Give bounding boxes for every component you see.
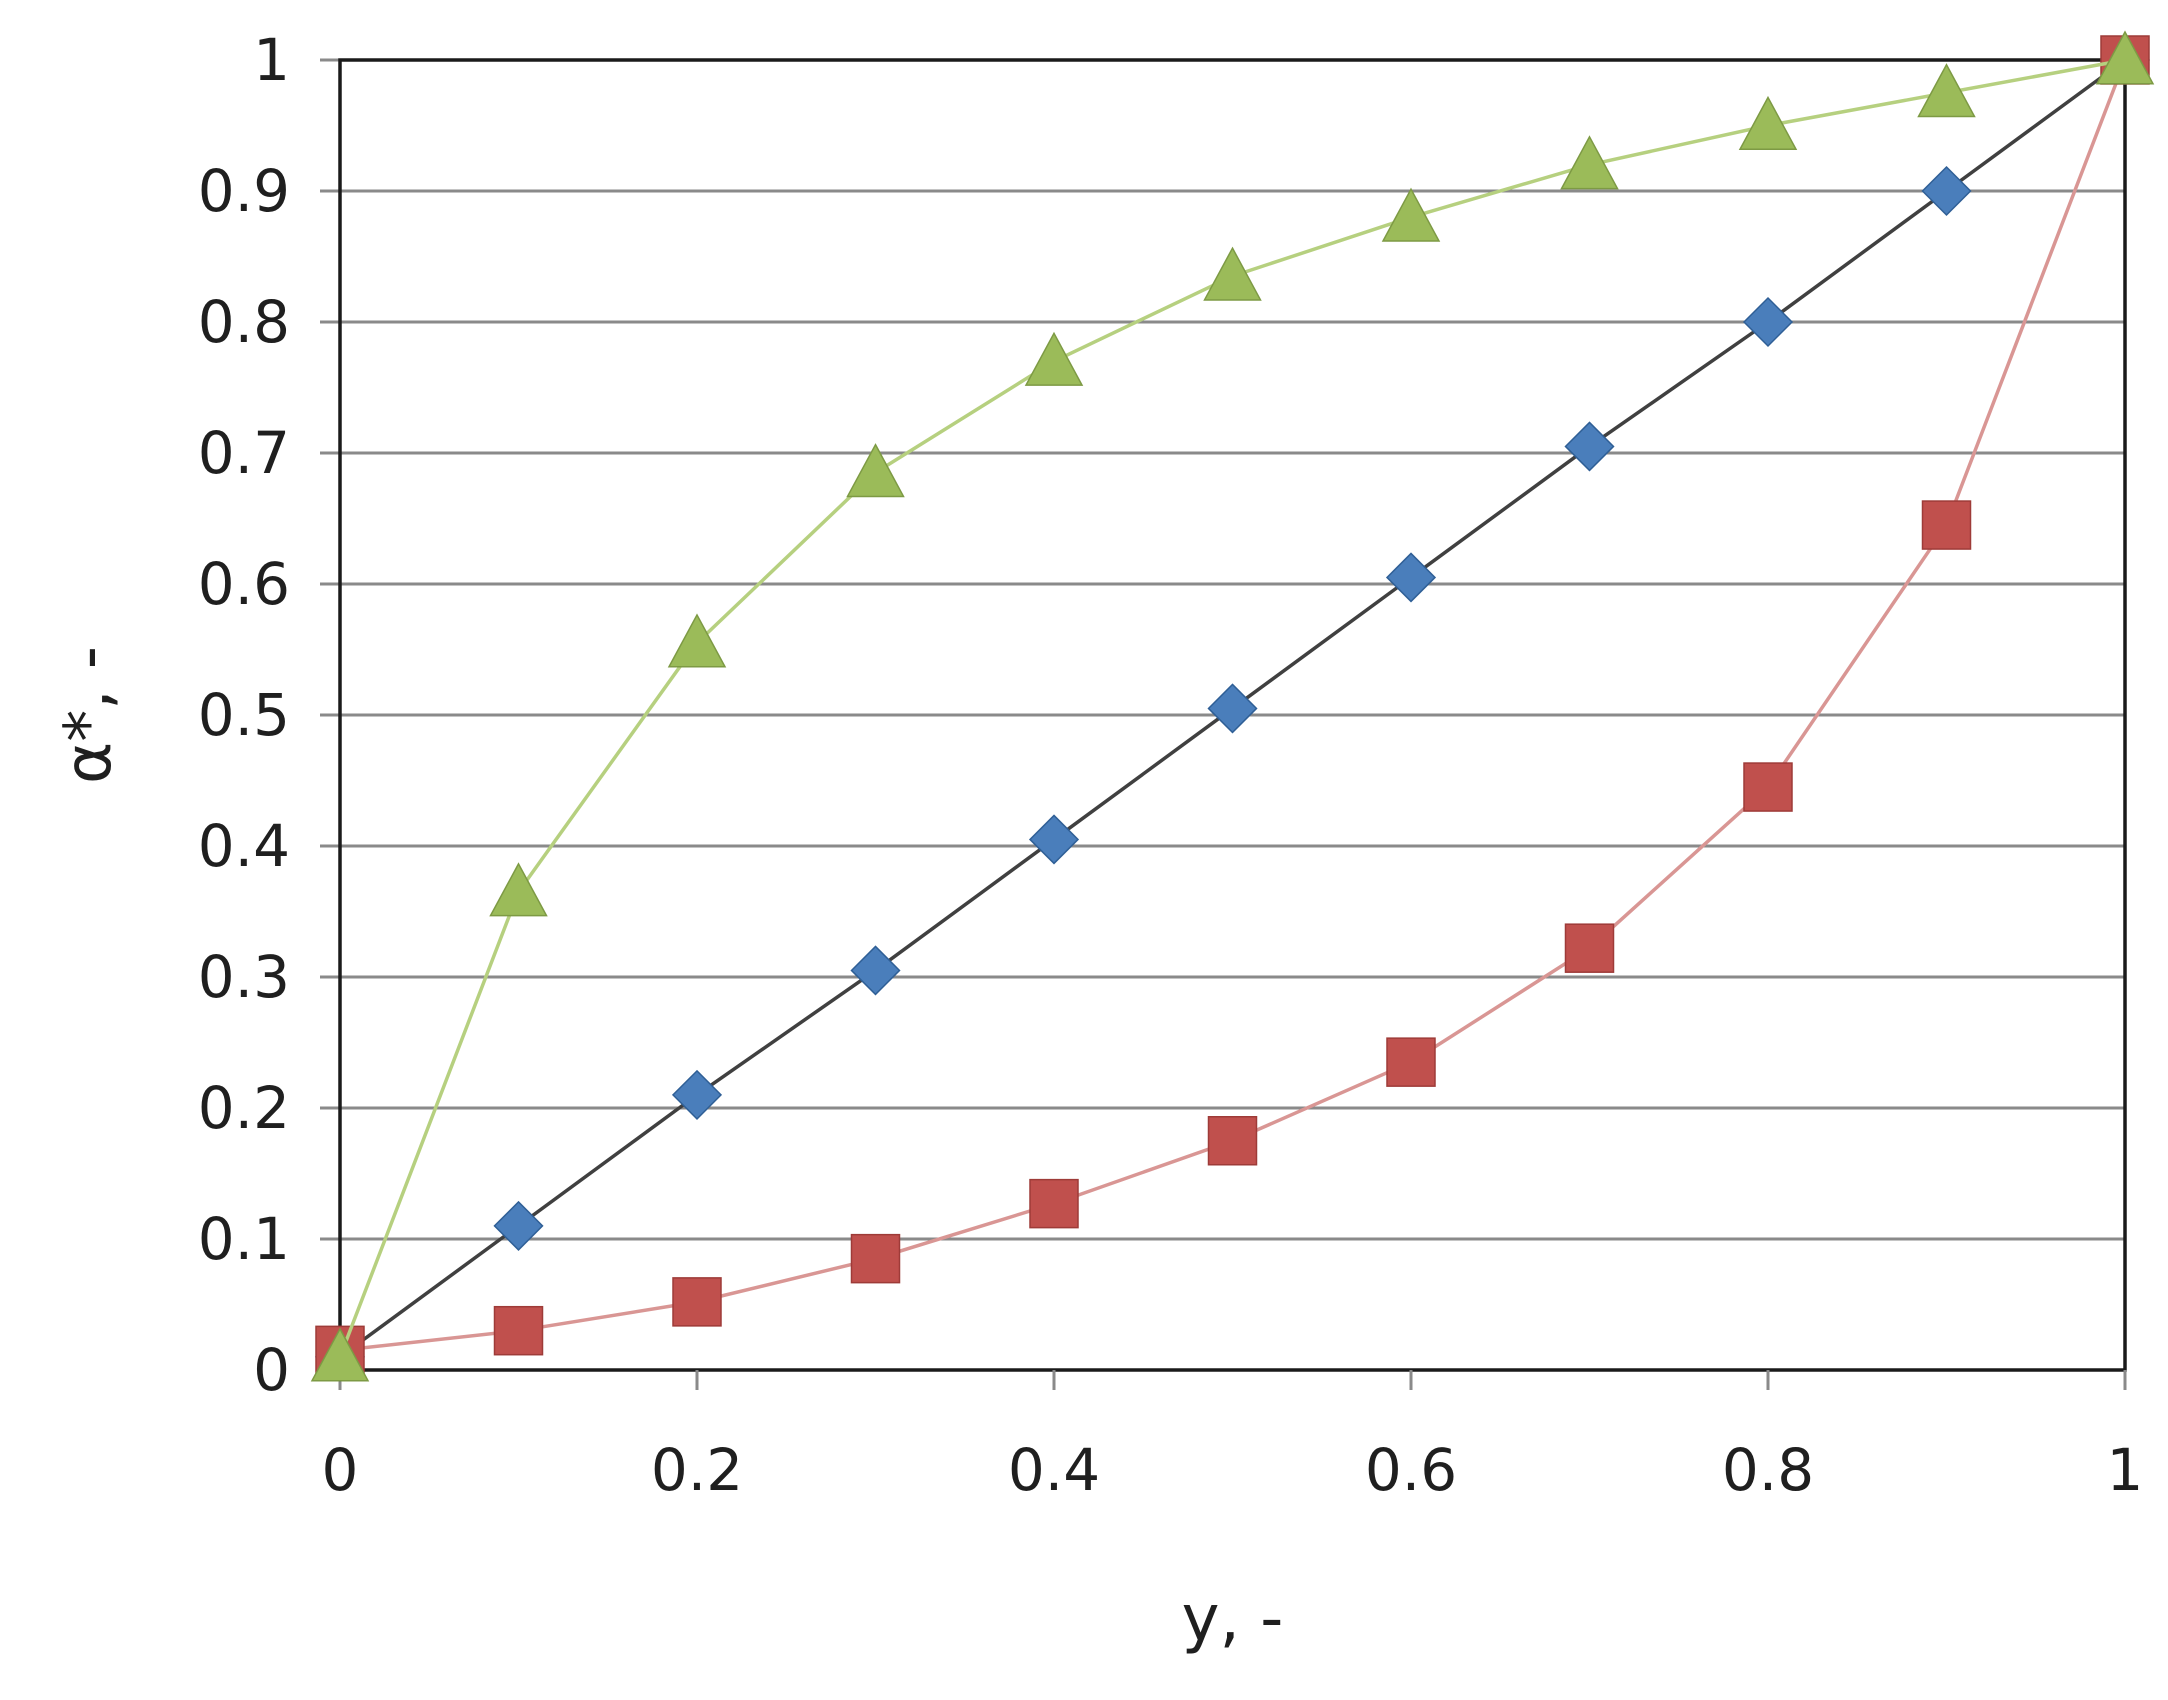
series-triangle [310,30,2155,1382]
x-tick-label: 0.6 [1365,1436,1457,1504]
series-layer [310,30,2155,1382]
y-tick-label: 1 [253,26,290,94]
triangle-marker-point [1738,95,1798,151]
label-layer: y, - α*, - 0 0.1 0.2 0.3 0.4 0.5 0.6 0.7 0.8 0.9 1… [52,26,2143,1656]
square-marker-point [1743,762,1793,812]
square-marker-point [1207,1116,1258,1166]
square-marker-point [1029,1178,1079,1229]
x-tick-label: 0.4 [1008,1436,1100,1504]
y-tick-label: 0.4 [198,812,290,880]
diamond-marker-point [1921,165,1972,217]
square-marker-point [493,1305,544,1356]
x-tick-label: 0.8 [1722,1436,1814,1504]
diamond-marker-point [1564,421,1615,472]
triangle-marker-point [489,862,548,917]
y-tick-label: 0.3 [198,943,290,1011]
y-tick-label: 0 [253,1336,290,1404]
triangle-marker-point [1203,246,1262,301]
series-diamond [314,34,2151,1382]
square-marker-point [1921,500,1972,550]
plot-area-border [338,58,2127,1372]
diamond-marker-point [1028,814,1080,865]
y-tick-label: 0.5 [198,681,290,749]
x-axis-title: y, - [1182,1582,1284,1656]
triangle-marker-point [1381,187,1441,242]
y-tick-label: 0.9 [198,157,290,225]
diamond-marker-point [493,1200,544,1251]
square-marker-point [1386,1037,1436,1087]
x-tick-label: 0.2 [651,1436,743,1504]
triangle-marker-point [2095,30,2155,85]
square-marker-point [1564,923,1615,973]
triangle-marker-point [1917,63,1976,118]
square-marker-point [850,1233,901,1284]
square-marker-point [672,1277,722,1327]
triangle-marker-point [1024,331,1084,386]
diamond-marker-point [850,945,901,996]
x-tick-label: 1 [2107,1436,2144,1504]
diamond-marker-point [671,1069,723,1120]
triangle-marker-point [846,443,905,498]
y-tick-label: 0.8 [198,288,290,356]
y-tick-label: 0.6 [198,550,290,618]
y-axis-title: α*, - [52,646,126,784]
triangle-marker-point [1560,135,1619,190]
diamond-marker-point [1385,552,1437,603]
x-tick-label: 0 [322,1436,359,1504]
y-tick-label: 0.7 [198,419,290,487]
y-tick-label: 0.1 [198,1205,290,1273]
y-tick-label: 0.2 [198,1074,290,1142]
diamond-marker-point [1742,296,1794,348]
diamond-marker-point [1207,683,1258,734]
triangle-marker-point [310,1327,370,1382]
triangle-marker-point [667,613,727,668]
